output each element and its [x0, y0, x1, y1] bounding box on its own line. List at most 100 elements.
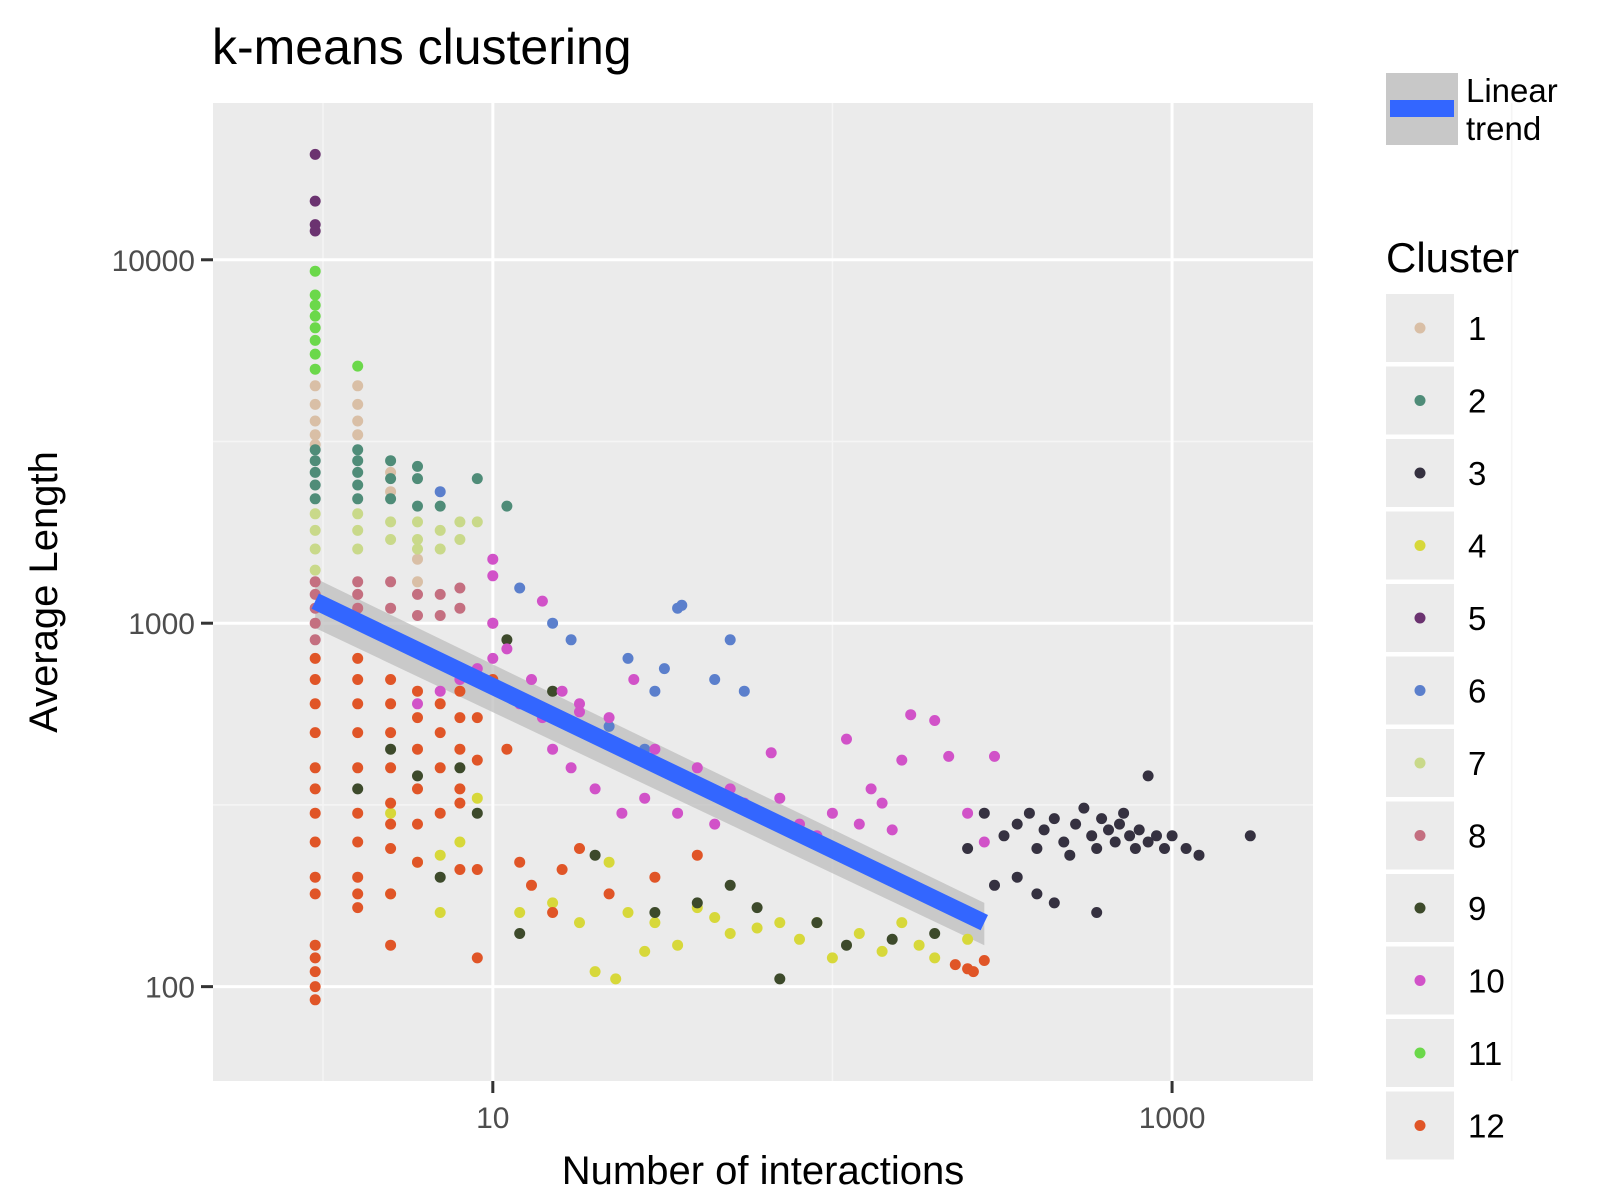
- point-cluster-4: [639, 945, 651, 957]
- point-cluster-7: [434, 524, 446, 536]
- point-cluster-1: [352, 398, 364, 410]
- point-cluster-9: [774, 973, 786, 985]
- point-cluster-4: [589, 966, 601, 978]
- point-cluster-4: [471, 792, 483, 804]
- legend-swatch: [1414, 395, 1426, 406]
- point-cluster-3: [978, 807, 990, 819]
- point-cluster-3: [1058, 836, 1070, 848]
- trend-line: [311, 593, 988, 931]
- legend-title: Cluster: [1386, 234, 1519, 281]
- point-cluster-12: [526, 879, 537, 891]
- point-cluster-7: [309, 508, 321, 520]
- point-cluster-4: [896, 917, 908, 929]
- point-cluster-12: [949, 959, 961, 971]
- point-cluster-10: [989, 750, 1000, 762]
- point-cluster-3: [989, 879, 1000, 891]
- point-cluster-12: [309, 836, 321, 848]
- point-cluster-7: [434, 543, 446, 555]
- legend-swatch: [1414, 540, 1426, 551]
- legend-label: 8: [1468, 818, 1486, 855]
- point-cluster-12: [454, 685, 466, 697]
- point-cluster-12: [309, 807, 321, 819]
- point-cluster-4: [709, 912, 721, 923]
- point-cluster-6: [565, 634, 577, 646]
- point-cluster-12: [385, 939, 397, 951]
- point-cluster-9: [811, 917, 823, 929]
- point-cluster-12: [412, 856, 423, 868]
- point-cluster-6: [622, 652, 634, 664]
- point-cluster-7: [309, 524, 321, 536]
- point-cluster-1: [352, 415, 364, 427]
- point-cluster-10: [962, 807, 974, 819]
- point-cluster-10: [672, 807, 684, 819]
- legend-item-3: 3: [1386, 439, 1486, 507]
- data-points: [309, 148, 1256, 1006]
- point-cluster-11: [309, 299, 321, 311]
- legend-item-1: 1: [1386, 294, 1486, 362]
- legend-label: 1: [1468, 310, 1486, 347]
- point-cluster-2: [434, 500, 446, 512]
- point-cluster-3: [1086, 830, 1098, 842]
- point-cluster-3: [1129, 843, 1141, 854]
- point-cluster-9: [547, 685, 559, 697]
- point-cluster-12: [385, 797, 397, 809]
- legend-swatch: [1414, 467, 1426, 479]
- point-cluster-12: [309, 727, 321, 739]
- point-cluster-12: [385, 818, 397, 830]
- point-cluster-4: [876, 945, 888, 957]
- y-tick-label: 100: [145, 972, 195, 1005]
- point-cluster-10: [556, 685, 568, 697]
- legend-label: 5: [1468, 600, 1486, 637]
- point-cluster-3: [1070, 818, 1082, 830]
- point-cluster-12: [691, 849, 703, 861]
- point-cluster-6: [738, 685, 750, 697]
- point-cluster-4: [929, 952, 941, 964]
- point-cluster-12: [434, 807, 446, 819]
- point-cluster-3: [1091, 907, 1103, 918]
- point-cluster-7: [309, 564, 321, 576]
- legend-swatch: [1414, 1047, 1426, 1059]
- point-cluster-1: [352, 429, 364, 441]
- point-cluster-3: [1103, 824, 1114, 836]
- point-cluster-12: [309, 652, 321, 664]
- point-cluster-12: [556, 864, 568, 875]
- point-cluster-12: [309, 783, 321, 795]
- point-cluster-3: [1078, 802, 1090, 814]
- point-cluster-12: [471, 864, 483, 875]
- point-cluster-2: [352, 466, 364, 478]
- point-cluster-6: [709, 674, 721, 685]
- point-cluster-3: [998, 830, 1010, 842]
- point-cluster-10: [765, 747, 777, 759]
- point-cluster-10: [709, 818, 721, 830]
- point-cluster-10: [978, 836, 990, 848]
- point-cluster-12: [454, 743, 466, 755]
- point-cluster-12: [385, 674, 397, 685]
- point-cluster-8: [385, 602, 397, 614]
- point-cluster-10: [487, 553, 499, 565]
- point-cluster-11: [309, 289, 321, 301]
- x-tick-label: 10: [476, 1102, 509, 1135]
- point-cluster-6: [658, 663, 670, 675]
- point-cluster-12: [385, 698, 397, 710]
- point-cluster-3: [1038, 824, 1050, 836]
- legend-swatch: [1414, 830, 1426, 841]
- legend-item-12: 12: [1386, 1091, 1505, 1160]
- point-cluster-4: [385, 807, 397, 819]
- chart-title: k-means clustering: [212, 19, 632, 75]
- point-cluster-1: [412, 553, 423, 565]
- point-cluster-12: [352, 888, 364, 900]
- point-cluster-4: [649, 917, 661, 929]
- x-axis-title: Number of interactions: [562, 1149, 964, 1193]
- legend-swatch: [1414, 975, 1426, 986]
- legend-item-2: 2: [1386, 366, 1486, 435]
- point-cluster-9: [454, 762, 466, 774]
- point-cluster-10: [501, 643, 513, 655]
- legend-item-9: 9: [1386, 874, 1486, 942]
- point-cluster-3: [1142, 836, 1154, 848]
- legend-label: 6: [1468, 673, 1486, 710]
- point-cluster-8: [309, 634, 321, 646]
- point-cluster-10: [487, 570, 499, 582]
- legend-swatch: [1414, 322, 1426, 334]
- point-cluster-2: [385, 493, 397, 505]
